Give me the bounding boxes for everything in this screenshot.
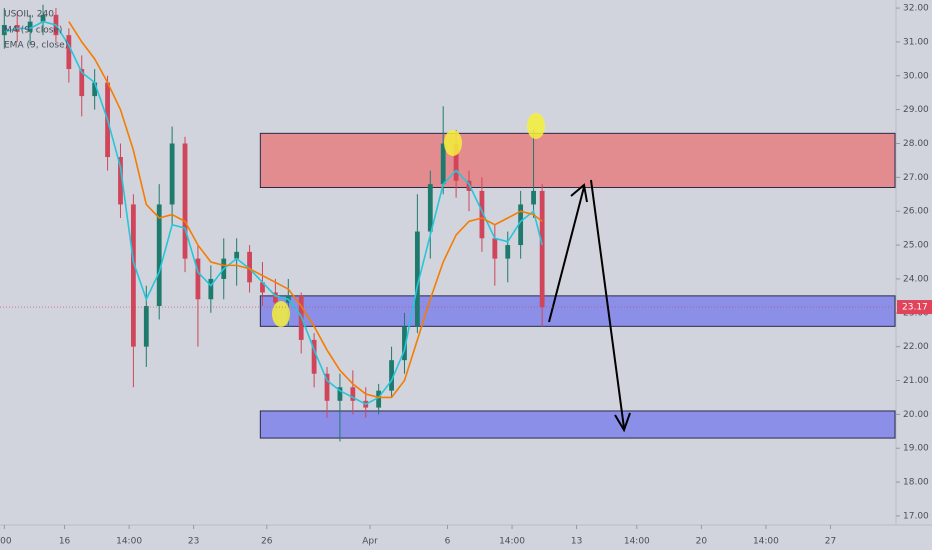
candle-body [234, 251, 240, 259]
candle-body [169, 143, 175, 205]
indicator-line [4, 20, 543, 406]
candle-body [272, 292, 278, 303]
candle-body [66, 35, 72, 70]
y-tick-label: 29.00 [903, 105, 929, 115]
candle-body [402, 326, 407, 361]
x-tick-label: 14:00 [116, 537, 142, 547]
indicator-line [68, 21, 543, 399]
arrow [548, 186, 585, 323]
candle-body [118, 157, 123, 205]
candle-body [208, 278, 214, 300]
arrow [590, 179, 625, 429]
y-tick-label: 20.00 [903, 410, 929, 420]
highlight [527, 113, 545, 139]
zones [259, 132, 896, 439]
highlight [272, 301, 290, 327]
candle-body [27, 21, 33, 32]
candle-body [376, 390, 382, 408]
candle-body [440, 143, 446, 185]
candle-body [427, 184, 433, 232]
zone [259, 295, 896, 327]
candle-body [414, 231, 420, 327]
plot [1, 4, 545, 442]
y-tick-label: 21.00 [903, 376, 929, 386]
x-tick-label: 23 [188, 537, 199, 547]
x-tick-label: Apr [362, 537, 378, 547]
y-tick-label: 22.00 [903, 342, 929, 352]
candle-body [531, 190, 536, 205]
candle-body [518, 204, 524, 246]
x-tick-label: 14:00 [624, 537, 650, 547]
y-tick-label: 17.00 [903, 511, 929, 521]
candle-body [389, 360, 394, 391]
candle-body [311, 339, 317, 374]
candle-body [40, 14, 46, 22]
highlight [444, 130, 462, 156]
y-tick-label: 32.00 [903, 4, 929, 14]
candle-body [492, 238, 498, 259]
indicator-label: MA (9, close) [4, 26, 62, 36]
candle-body [505, 245, 511, 259]
candle-body [92, 82, 98, 97]
x-tick-label: 27 [825, 537, 836, 547]
x-tick-label: 26 [261, 537, 273, 547]
y-tick-label: 26.00 [903, 207, 929, 217]
y-tick-label: 18.00 [903, 478, 929, 488]
x-tick-label: 13 [571, 537, 582, 547]
x-tick-label: 6 [445, 537, 451, 547]
indicator-label: EMA (9, close) [4, 41, 68, 51]
candle-body [260, 282, 265, 293]
zone [259, 410, 896, 439]
candle-body [195, 258, 201, 300]
arrowhead [614, 412, 631, 433]
y-tick-label: 19.00 [903, 444, 929, 454]
candle-body [247, 251, 252, 283]
candle-body [143, 306, 149, 347]
candle-body [182, 143, 188, 259]
last-price-box [897, 300, 932, 315]
arrowhead [570, 183, 588, 203]
y-tick-label: 25.00 [903, 241, 929, 251]
y-tick-label: 27.00 [903, 173, 929, 183]
y-tick-label: 24.00 [903, 274, 929, 284]
candle-body [1, 24, 7, 36]
candle-body [337, 387, 343, 401]
y-tick-label: 28.00 [903, 139, 929, 149]
axes: 17.0018.0019.0020.0021.0022.0023.0024.00… [0, 4, 932, 547]
candle-body [79, 69, 85, 97]
x-tick-label: 14:00 [499, 537, 525, 547]
candle-body [479, 190, 485, 239]
symbol-title: USOIL, 240 [4, 10, 54, 20]
x-tick-label: 16 [59, 537, 71, 547]
last-price-label: 23.17 [902, 303, 928, 313]
candle-body [539, 190, 545, 308]
x-tick-label: 14:00 [753, 537, 779, 547]
x-tick-label: :00 [0, 537, 12, 547]
candle-body [324, 373, 330, 401]
candle-body [156, 204, 162, 307]
zone [259, 132, 896, 189]
y-tick-label: 30.00 [903, 71, 929, 81]
y-tick-label: 31.00 [903, 37, 929, 47]
candle-body [453, 143, 459, 181]
x-tick-label: 20 [696, 537, 708, 547]
candle-body [350, 387, 356, 401]
candle-body [130, 204, 136, 347]
annotations [272, 113, 631, 433]
